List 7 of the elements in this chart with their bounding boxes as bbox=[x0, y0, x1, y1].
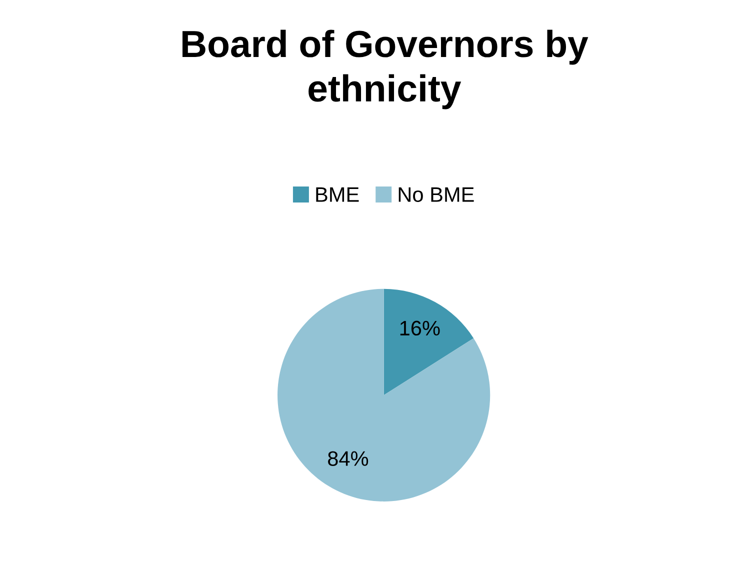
data-label: 84% bbox=[328, 451, 368, 466]
legend-label: BME bbox=[316, 187, 359, 202]
pie-slice bbox=[278, 288, 490, 502]
data-label: 16% bbox=[400, 320, 440, 336]
pie-slice bbox=[384, 288, 474, 396]
chart-title: Board of Governors by ethnicity bbox=[182, 30, 588, 110]
legend-label: No BME bbox=[398, 187, 474, 202]
